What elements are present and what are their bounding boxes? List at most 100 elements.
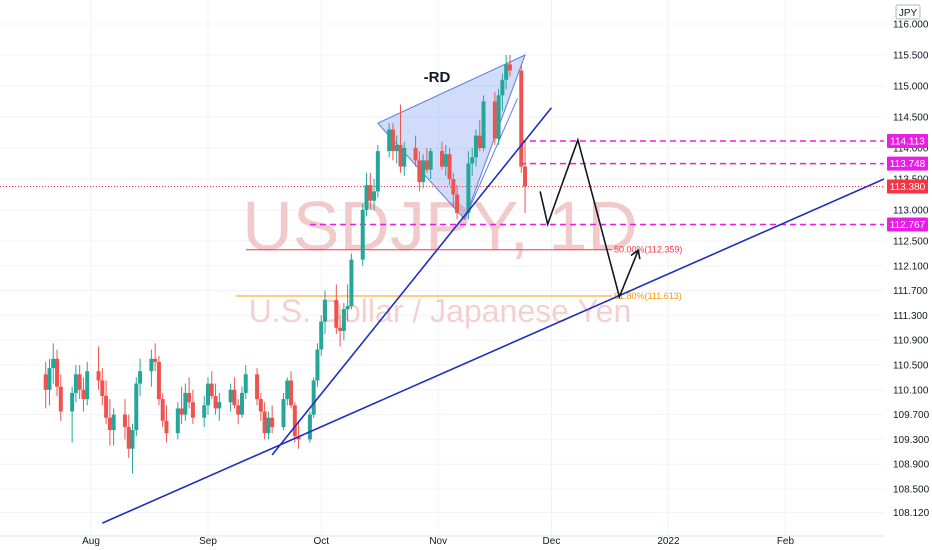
price-tick-label: 109.300 [893, 435, 930, 446]
candle-body [51, 358, 56, 369]
candle-body [523, 166, 528, 187]
watermark-name: U.S. Dollar / Japanese Yen [249, 293, 631, 329]
candle-body [43, 374, 48, 390]
fib-level-label: 50.00%(112.359) [614, 245, 682, 255]
price-tick-label: 116.000 [893, 20, 929, 31]
candle-body [364, 185, 369, 210]
candle-body [424, 160, 429, 170]
candle-body [500, 79, 505, 96]
candle-body [206, 383, 210, 406]
price-tick-label: 108.500 [893, 485, 930, 496]
candle-body [104, 396, 109, 418]
candle-body [209, 383, 214, 396]
price-badge [887, 156, 928, 171]
candle-body [70, 392, 75, 412]
price-badge [887, 179, 928, 194]
candle-body [372, 191, 377, 201]
candle-body [228, 389, 233, 403]
price-tick-label: 112.500 [893, 237, 929, 248]
price-tick-label: 110.900 [893, 336, 929, 347]
candle-body [134, 383, 139, 431]
candle-body [236, 405, 241, 415]
candle-body [481, 101, 486, 148]
candle-body [349, 259, 354, 307]
price-tick-label: 111.700 [893, 286, 928, 297]
price-levels [0, 140, 884, 226]
candle-body [394, 144, 399, 152]
candle-body [183, 392, 188, 415]
projection-path-line [539, 137, 639, 300]
candle-body [126, 427, 131, 449]
candle-body [296, 436, 301, 440]
candle-body [345, 306, 350, 310]
candle-body [262, 411, 267, 434]
harmonic-inner-leg [464, 98, 518, 220]
candle-body [239, 392, 244, 415]
candle-body [281, 399, 286, 427]
candle-body [443, 154, 448, 167]
candle-body [100, 380, 105, 396]
grid [0, 0, 884, 536]
candle-body [496, 95, 501, 139]
candle-body [122, 414, 127, 427]
candle-body [179, 408, 184, 415]
price-axis-bg[interactable] [884, 0, 932, 550]
candle-body [81, 389, 86, 400]
price-tick-label: 108.900 [893, 460, 930, 471]
time-tick-label: Dec [543, 536, 561, 547]
candle-body [341, 309, 346, 331]
candle-body [315, 349, 320, 381]
candle-body [413, 148, 418, 161]
candle-body [232, 389, 237, 406]
price-axis[interactable]: 116.000115.500115.000114.500114.000113.5… [884, 0, 932, 550]
candle-body [213, 396, 218, 409]
candle-body [519, 70, 524, 167]
price-badge-label: 113.380 [890, 182, 926, 193]
time-tick-label: Aug [82, 536, 100, 547]
price-badges: 114.113 113.748 113.380 112.767 [887, 133, 928, 232]
candle-body [421, 160, 426, 183]
candle-body [368, 185, 373, 201]
candle-body [187, 392, 192, 403]
price-badge-label: 114.113 [890, 136, 925, 147]
candle-body [447, 154, 452, 179]
candle-body [417, 160, 422, 183]
candle-body [96, 371, 101, 381]
trendlines [102, 107, 892, 524]
candle-body [243, 374, 248, 393]
time-tick-label: Oct [313, 536, 329, 547]
candle-body [473, 135, 478, 158]
price-badge-label: 113.748 [890, 159, 926, 170]
candle-body [292, 405, 297, 437]
candle-body [73, 374, 78, 393]
candle-body [307, 414, 312, 440]
fib-levels: 50.00%(112.359) 61.80%(111.613) [236, 245, 682, 301]
price-badge-label: 112.767 [890, 220, 926, 231]
candle-body [387, 129, 392, 152]
time-tick-label: Nov [429, 536, 447, 547]
candle-body [338, 327, 343, 331]
candle-body [138, 371, 143, 384]
candle-body [255, 374, 260, 400]
candle-body [153, 358, 158, 362]
candle-body [175, 408, 180, 434]
candle-body [455, 194, 460, 214]
candle-body [311, 380, 316, 415]
price-tick-label: 110.500 [893, 361, 929, 372]
candle-body [470, 157, 475, 164]
price-badge [887, 133, 928, 148]
candle-body [202, 405, 207, 418]
fib-level-label: 61.80%(111.613) [614, 291, 682, 301]
time-axis[interactable]: Aug Sep Oct Nov Dec 2022 Feb [0, 535, 884, 547]
price-tick-label: 111.300 [893, 311, 928, 322]
price-tick-label: 114.000 [893, 144, 929, 155]
pattern-label: -RD [424, 69, 451, 86]
candle-body [402, 148, 407, 167]
candle-body [334, 299, 339, 328]
price-tick-label: 112.100 [893, 261, 929, 272]
currency-label: JPY [899, 8, 918, 19]
candle-body [289, 380, 294, 406]
watermark-symbol: USDJPY, 1D [242, 187, 638, 265]
time-tick-label: Sep [199, 536, 217, 547]
candle-body [390, 129, 395, 152]
